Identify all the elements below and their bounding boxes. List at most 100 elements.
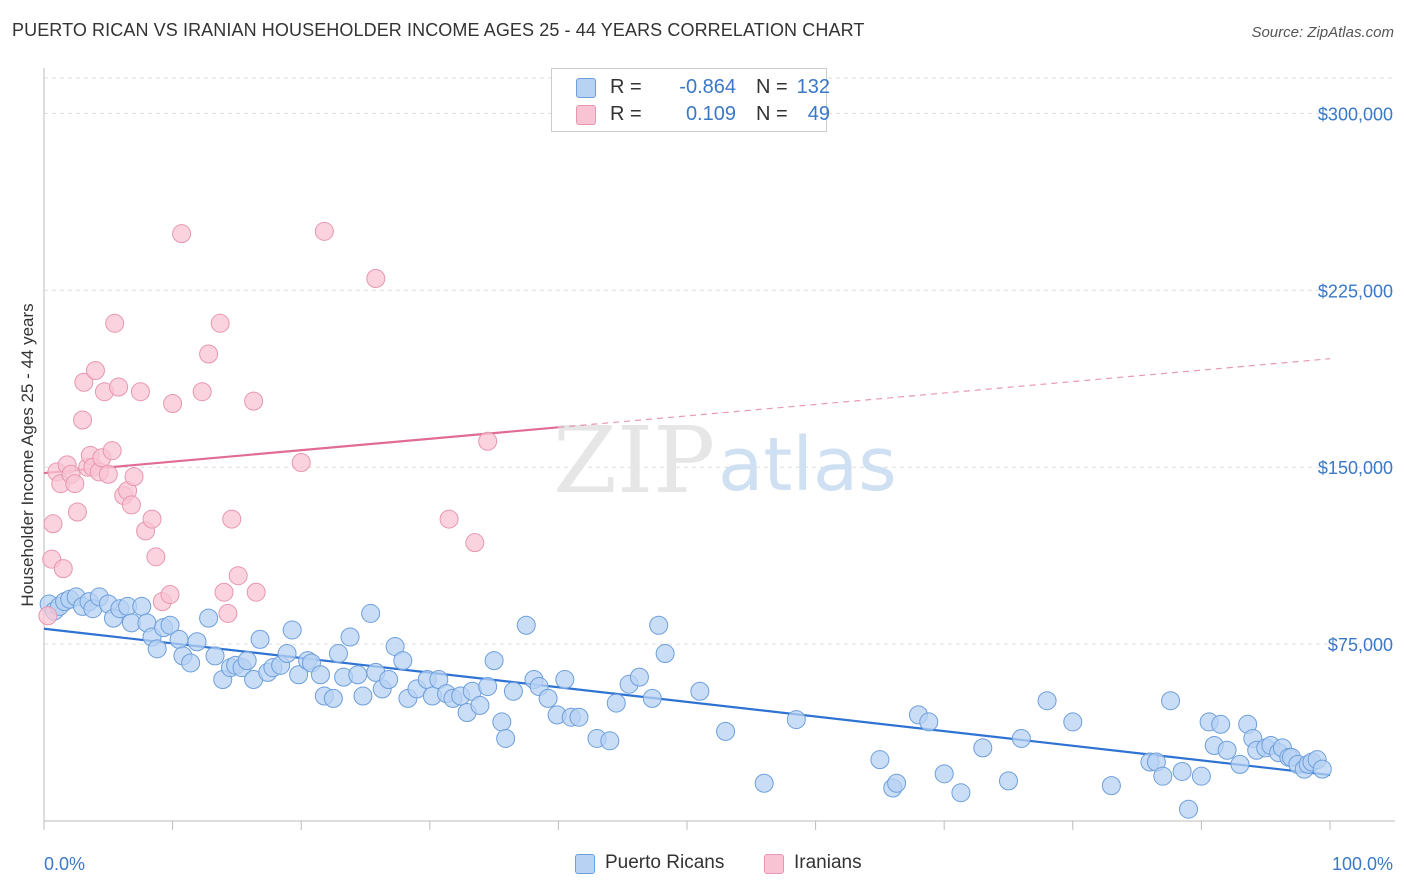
- legend-swatch-pink: [764, 854, 784, 874]
- axes: [43, 68, 1395, 830]
- iranian-point: [67, 502, 87, 522]
- legend-n-label: N =: [756, 76, 788, 98]
- trend-line-dashed: [558, 358, 1331, 428]
- puerto-rican-point: [199, 608, 219, 628]
- iranian-point: [314, 221, 334, 241]
- puerto-rican-point: [870, 750, 890, 770]
- watermark-atlas: atlas: [718, 422, 897, 508]
- puerto-rican-point: [555, 669, 575, 689]
- legend-swatch-blue: [575, 854, 595, 874]
- iranian-point: [53, 559, 73, 579]
- legend-n-value: 132: [796, 76, 830, 98]
- puerto-rican-point: [147, 639, 167, 659]
- iranian-point: [246, 582, 266, 602]
- trend-line-solid: [43, 627, 1331, 777]
- puerto-rican-point: [1101, 776, 1121, 796]
- legend-r-label: R =: [610, 103, 642, 125]
- iranian-point: [109, 377, 129, 397]
- puerto-rican-point: [934, 764, 954, 784]
- iranian-point: [74, 372, 94, 392]
- watermark-zip: ZIP: [553, 407, 715, 514]
- iranian-point: [222, 509, 242, 529]
- puerto-rican-point: [1172, 761, 1192, 781]
- puerto-rican-point: [951, 783, 971, 803]
- legend-swatch-blue: [576, 78, 596, 98]
- legend-r-value: 0.109: [685, 103, 736, 125]
- iranian-point: [172, 224, 192, 244]
- puerto-rican-point: [655, 644, 675, 664]
- iranian-point: [160, 585, 180, 605]
- puerto-rican-point: [393, 651, 413, 671]
- legend-r-value: -0.864: [679, 76, 736, 98]
- puerto-rican-point: [786, 710, 806, 730]
- legend-r-label: R =: [610, 76, 642, 98]
- puerto-rican-point: [629, 667, 649, 687]
- iranian-point: [146, 547, 166, 567]
- iranian-point: [163, 394, 183, 414]
- watermark: ZIP atlas: [553, 407, 897, 514]
- puerto-rican-point: [289, 665, 309, 685]
- iranian-point: [478, 431, 498, 451]
- y-tick-label: $225,000: [1318, 281, 1393, 301]
- iranian-point: [192, 382, 212, 402]
- puerto-rican-point: [379, 669, 399, 689]
- iranian-point: [465, 533, 485, 553]
- iranian-point: [228, 566, 248, 586]
- puerto-rican-point: [1063, 712, 1083, 732]
- puerto-rican-point: [516, 615, 536, 635]
- puerto-rican-point: [310, 665, 330, 685]
- puerto-rican-point: [492, 712, 512, 732]
- puerto-rican-point: [132, 596, 152, 616]
- puerto-rican-point: [1011, 728, 1031, 748]
- puerto-rican-point: [503, 681, 523, 701]
- grid-lines: [44, 77, 1395, 645]
- puerto-rican-point: [973, 738, 993, 758]
- puerto-rican-point: [569, 707, 589, 727]
- puerto-rican-point: [250, 629, 270, 649]
- puerto-rican-point: [353, 686, 373, 706]
- y-axis-label: Householder Income Ages 25 - 44 years: [18, 303, 37, 606]
- puerto-rican-point: [649, 615, 669, 635]
- puerto-rican-point: [205, 646, 225, 666]
- iranian-point: [130, 382, 150, 402]
- puerto-rican-point: [348, 665, 368, 685]
- source-label: Source: ZipAtlas.com: [1251, 24, 1394, 41]
- iranian-point: [210, 313, 230, 333]
- puerto-rican-point: [1153, 766, 1173, 786]
- puerto-rican-point: [1191, 766, 1211, 786]
- iranian-point: [142, 509, 162, 529]
- puerto-rican-point: [478, 677, 498, 697]
- puerto-rican-point: [237, 651, 257, 671]
- correlation-legend: R = -0.864 N = 132 R = 0.109 N = 49: [551, 68, 830, 132]
- iranian-point: [43, 514, 63, 534]
- iranian-point: [73, 410, 93, 430]
- puerto-rican-point: [470, 695, 490, 715]
- legend-n-value: 49: [807, 103, 830, 125]
- puerto-rican-point: [754, 773, 774, 793]
- puerto-rican-point: [538, 688, 558, 708]
- puerto-rican-point: [323, 688, 343, 708]
- trend-line-solid: [43, 426, 559, 475]
- iranian-point: [244, 391, 264, 411]
- iranian-point: [102, 441, 122, 461]
- puerto-rican-point: [1211, 714, 1231, 734]
- legend-swatch-pink: [576, 105, 596, 125]
- y-tick-label: $75,000: [1328, 635, 1393, 655]
- puerto-rican-point: [1312, 759, 1332, 779]
- iranian-point: [218, 603, 238, 623]
- iranian-point: [439, 509, 459, 529]
- puerto-rican-point: [361, 603, 381, 623]
- puerto-rican-point: [606, 693, 626, 713]
- y-tick-label: $300,000: [1318, 104, 1393, 124]
- iranian-point: [65, 474, 85, 494]
- iranian-point: [85, 360, 105, 380]
- puerto-rican-point: [484, 651, 504, 671]
- iranian-point: [199, 344, 219, 364]
- iranian-point: [38, 606, 58, 626]
- legend-label: Puerto Ricans: [605, 852, 725, 873]
- puerto-rican-point: [1161, 691, 1181, 711]
- puerto-rican-point: [642, 688, 662, 708]
- puerto-rican-point: [328, 644, 348, 664]
- data-points: [38, 221, 1332, 819]
